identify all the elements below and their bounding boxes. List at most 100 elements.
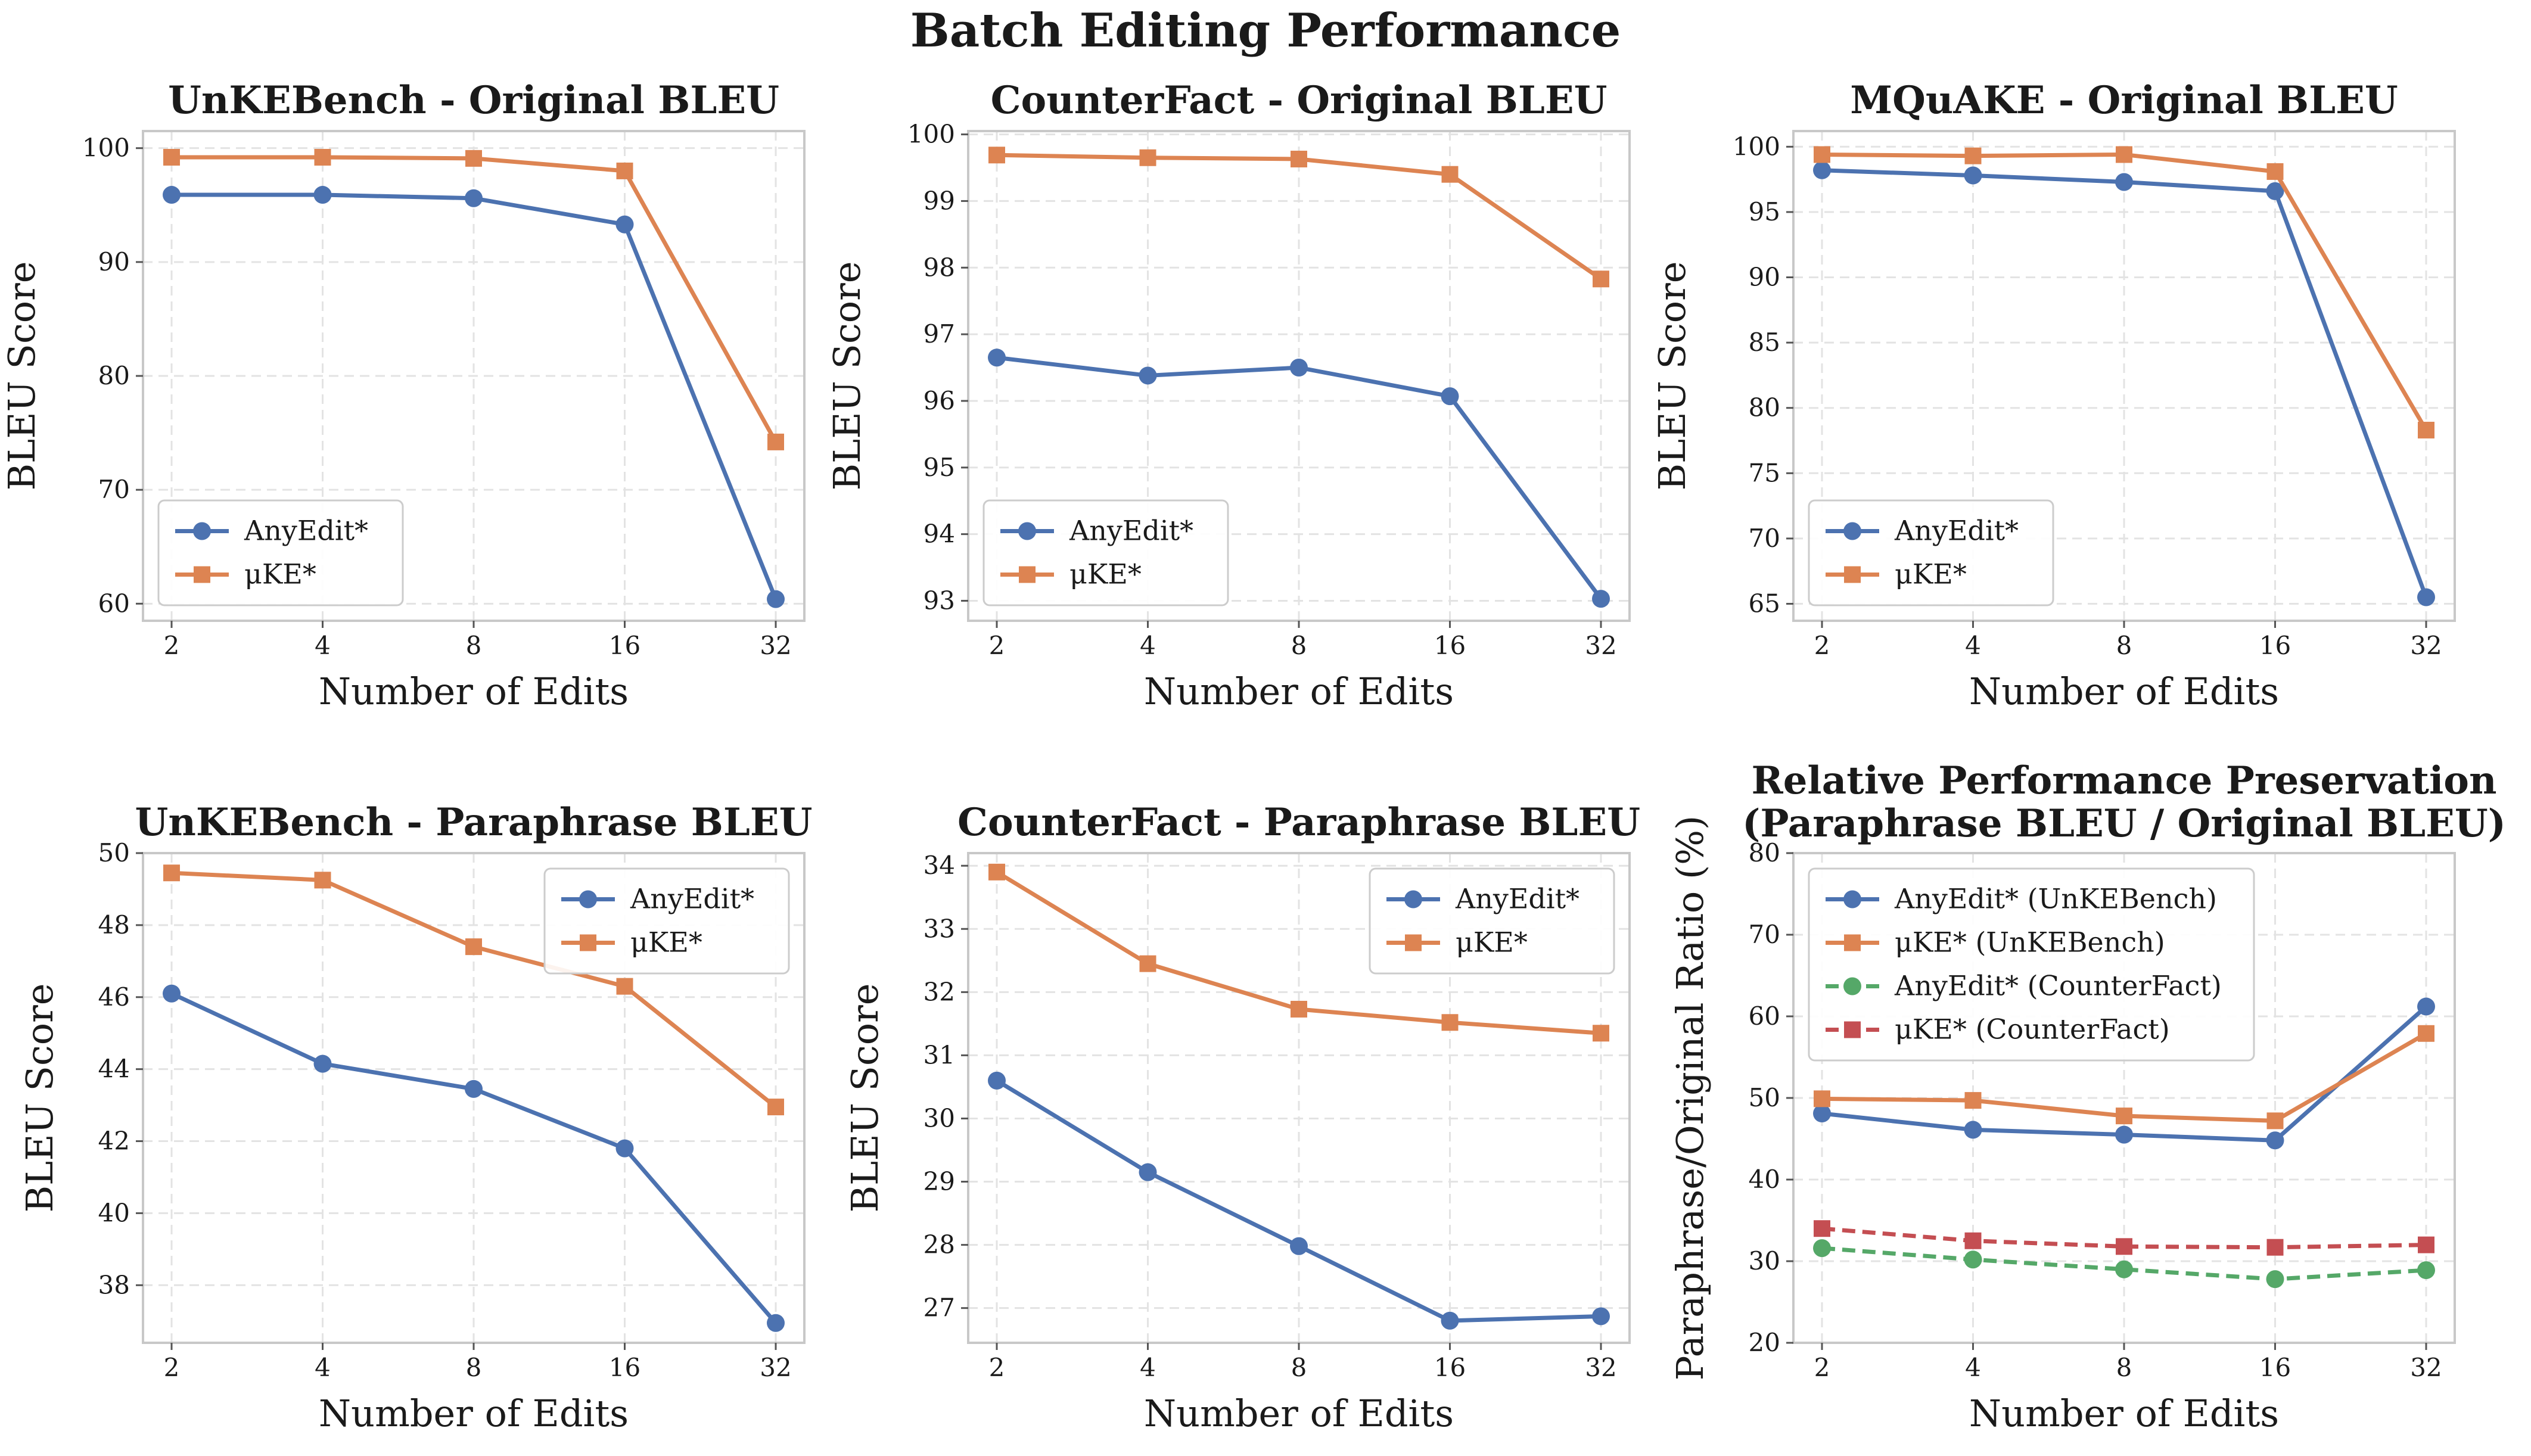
data-point [2418,421,2434,438]
x-tick-label: 2 [1814,631,1830,660]
data-point [1139,1163,1157,1181]
legend-marker [1843,522,1861,540]
x-tick-label: 4 [315,631,331,660]
data-point [1592,1307,1610,1326]
y-tick-label: 40 [98,1198,130,1227]
data-point [1814,1090,1830,1107]
data-point [767,590,785,608]
y-tick-label: 30 [1749,1246,1780,1275]
data-point [1964,1121,1982,1139]
x-tick-label: 8 [1291,631,1307,660]
x-axis-label: Number of Edits [1144,1392,1454,1435]
subplot-title: CounterFact - Original BLEU [991,78,1607,123]
y-tick-label: 65 [1749,589,1780,618]
legend-marker [1844,934,1861,951]
x-axis-label: Number of Edits [1969,670,2279,713]
data-point [2116,1107,2132,1125]
subplot-1: 2 4 8 16 32 60 70 80 90 100 Number of Edits BLEU Sc… [0,78,806,713]
y-tick-label: 94 [924,519,955,549]
x-tick-label: 2 [164,631,180,660]
subplot-title: CounterFact - Paraphrase BLEU [957,800,1640,845]
x-tick-label: 4 [315,1353,331,1382]
legend-marker [1405,934,1422,951]
legend-label: μKE* (CounterFact) [1895,1013,2170,1046]
x-tick-label: 32 [760,631,791,660]
legend-box [1369,867,1615,975]
legend-marker [1018,522,1036,540]
data-point [465,938,482,956]
legend-marker [194,566,210,583]
data-point [615,215,634,234]
data-point [2266,1239,2284,1256]
y-tick-label: 96 [924,386,955,415]
data-point [2418,1236,2434,1253]
subplot-title: UnKEBench - Original BLEU [168,78,779,123]
legend-marker [193,522,211,540]
data-point [767,433,784,450]
y-tick-label: 95 [1749,197,1780,226]
y-axis-label: BLEU Score [0,262,43,491]
y-axis-label: Paraphrase/Original Ratio (%) [1668,816,1712,1381]
y-tick-label: 80 [98,361,130,390]
y-axis-label: BLEU Score [1650,262,1694,491]
data-point [1139,955,1156,972]
data-point [1813,161,1831,179]
legend-box [1808,867,2255,1062]
legend: AnyEdit* μKE* [1808,499,2054,606]
y-tick-label: 70 [98,475,130,504]
figure-title: Batch Editing Performance [910,4,1621,58]
x-tick-label: 8 [466,1353,482,1382]
legend-marker [1019,566,1036,583]
data-point [2266,182,2284,200]
legend: AnyEdit* (UnKEBench) μKE* (UnKEBench) AnyE… [1808,867,2255,1062]
x-axis-label: Number of Edits [319,670,629,713]
legend-label: AnyEdit* [630,883,754,915]
data-point [1964,1092,1982,1109]
x-tick-label: 16 [2259,631,2291,660]
y-tick-label: 100 [1733,132,1780,161]
data-point [1139,149,1156,166]
data-point [616,162,633,179]
data-point [163,864,180,882]
y-tick-label: 75 [1749,458,1780,487]
legend-label: μKE* [630,926,702,959]
x-tick-label: 16 [2259,1353,2291,1382]
y-tick-label: 30 [924,1103,955,1133]
data-point [988,147,1005,164]
data-point [1964,166,1982,185]
data-point [313,186,332,204]
y-tick-label: 93 [924,586,955,615]
y-tick-label: 90 [1749,263,1780,292]
data-point [1592,590,1610,608]
subplot-title: UnKEBench - Paraphrase BLEU [135,800,813,845]
y-tick-label: 98 [924,253,955,282]
legend-marker [1844,1021,1861,1038]
x-tick-label: 32 [760,1353,791,1382]
data-point [988,1071,1006,1090]
legend-label: AnyEdit* (UnKEBench) [1894,883,2217,915]
y-tick-label: 70 [1749,920,1780,949]
y-tick-label: 60 [1749,1001,1780,1031]
y-tick-label: 31 [924,1040,955,1069]
data-point [1291,150,1307,167]
y-tick-label: 33 [924,914,955,943]
y-tick-label: 27 [924,1293,955,1323]
y-tick-label: 20 [1749,1328,1780,1357]
data-point [163,186,181,204]
legend-label: AnyEdit* (CounterFact) [1894,970,2222,1002]
data-point [1814,146,1830,163]
x-axis-label: Number of Edits [319,1392,629,1435]
legend: AnyEdit* μKE* [543,867,790,975]
y-tick-label: 40 [1749,1165,1780,1194]
data-point [1813,1239,1831,1258]
data-point [1290,1237,1308,1255]
x-tick-label: 2 [989,631,1005,660]
data-point [314,872,331,889]
data-point [2266,1131,2284,1150]
data-point [1593,1025,1609,1042]
y-tick-label: 95 [924,453,955,482]
legend-marker [1843,890,1861,909]
y-tick-label: 44 [98,1054,130,1084]
data-point [163,148,180,166]
